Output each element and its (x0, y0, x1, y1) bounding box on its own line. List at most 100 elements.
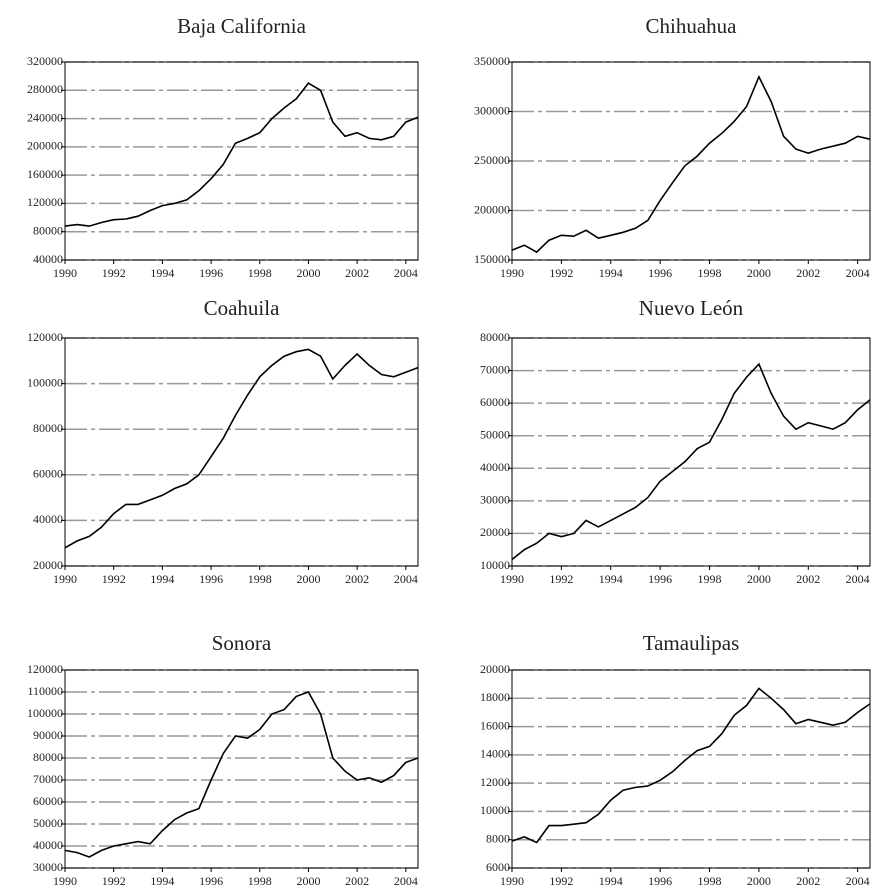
y-tick-label: 80000 (480, 330, 510, 344)
chart-title: Nuevo León (639, 296, 744, 320)
x-tick-label: 2002 (796, 874, 820, 888)
y-tick-label: 200000 (27, 139, 63, 153)
y-tick-label: 20000 (480, 662, 510, 676)
y-tick-label: 100000 (27, 706, 63, 720)
y-tick-label: 50000 (33, 816, 63, 830)
x-tick-label: 2002 (796, 572, 820, 586)
plot-frame (511, 337, 871, 567)
y-tick-label: 120000 (27, 330, 63, 344)
x-tick-label: 1990 (53, 874, 77, 888)
y-tick-label: 200000 (474, 202, 510, 216)
y-tick-label: 320000 (27, 54, 63, 68)
plot-frame (511, 61, 871, 261)
y-tick-label: 70000 (480, 362, 510, 376)
x-tick-label: 2004 (394, 874, 418, 888)
x-tick-label: 2004 (394, 572, 418, 586)
x-tick-label: 1990 (53, 572, 77, 586)
data-line (511, 74, 871, 254)
x-tick-label: 1990 (500, 266, 524, 280)
y-tick-label: 50000 (480, 427, 510, 441)
x-tick-label: 1996 (648, 572, 672, 586)
chart-title: Tamaulipas (643, 631, 740, 655)
y-tick-label: 14000 (480, 747, 510, 761)
y-tick-label: 80000 (33, 223, 63, 237)
y-tick-label: 280000 (27, 82, 63, 96)
x-tick-label: 1994 (599, 874, 623, 888)
x-tick-label: 1992 (549, 874, 573, 888)
y-tick-label: 20000 (33, 558, 63, 572)
chart-title: Sonora (212, 631, 272, 655)
plot-frame (64, 337, 419, 567)
y-tick-label: 6000 (486, 860, 510, 874)
x-tick-label: 1996 (648, 266, 672, 280)
data-line (511, 362, 871, 561)
x-tick-label: 1994 (599, 266, 623, 280)
x-tick-label: 1994 (150, 874, 174, 888)
x-tick-label: 2002 (345, 266, 369, 280)
y-tick-label: 8000 (486, 831, 510, 845)
data-line (64, 348, 419, 549)
x-tick-label: 2002 (345, 874, 369, 888)
plot-frame (64, 61, 419, 261)
y-tick-label: 150000 (474, 252, 510, 266)
x-tick-label: 2000 (747, 266, 771, 280)
x-tick-label: 2000 (747, 572, 771, 586)
x-tick-label: 1990 (53, 266, 77, 280)
x-tick-label: 1992 (102, 572, 126, 586)
x-tick-label: 1992 (549, 572, 573, 586)
chart-title: Coahuila (204, 296, 280, 320)
x-tick-label: 2000 (296, 874, 320, 888)
x-tick-label: 1994 (150, 266, 174, 280)
y-tick-label: 30000 (480, 493, 510, 507)
x-tick-label: 2004 (846, 266, 870, 280)
plot-frame (64, 669, 419, 869)
x-tick-label: 2000 (296, 266, 320, 280)
y-tick-label: 100000 (27, 375, 63, 389)
x-tick-label: 1998 (248, 874, 272, 888)
x-tick-label: 1994 (599, 572, 623, 586)
x-tick-label: 2002 (796, 266, 820, 280)
y-tick-label: 80000 (33, 421, 63, 435)
x-tick-label: 2000 (747, 874, 771, 888)
chart-title: Chihuahua (646, 14, 738, 38)
y-tick-label: 16000 (480, 718, 510, 732)
y-tick-label: 40000 (33, 252, 63, 266)
y-tick-label: 120000 (27, 195, 63, 209)
y-tick-label: 70000 (33, 772, 63, 786)
chart-title: Baja California (177, 14, 307, 38)
x-tick-label: 1996 (199, 874, 223, 888)
y-tick-label: 240000 (27, 110, 63, 124)
y-tick-label: 30000 (33, 860, 63, 874)
x-tick-label: 1996 (199, 572, 223, 586)
x-tick-label: 2004 (846, 572, 870, 586)
y-tick-label: 110000 (27, 684, 63, 698)
y-tick-label: 40000 (33, 838, 63, 852)
x-tick-label: 1992 (102, 266, 126, 280)
x-tick-label: 2004 (846, 874, 870, 888)
x-tick-label: 1994 (150, 572, 174, 586)
x-tick-label: 1998 (698, 572, 722, 586)
data-line (511, 687, 871, 844)
y-tick-label: 90000 (33, 728, 63, 742)
plot-frame (511, 669, 871, 869)
y-tick-label: 60000 (480, 395, 510, 409)
y-tick-label: 40000 (33, 512, 63, 526)
x-tick-label: 2000 (296, 572, 320, 586)
x-tick-label: 1990 (500, 874, 524, 888)
y-tick-label: 10000 (480, 803, 510, 817)
x-tick-label: 1996 (648, 874, 672, 888)
y-tick-label: 160000 (27, 167, 63, 181)
y-tick-label: 250000 (474, 153, 510, 167)
data-line (64, 691, 419, 858)
y-tick-label: 120000 (27, 662, 63, 676)
x-tick-label: 1998 (698, 874, 722, 888)
y-tick-label: 20000 (480, 525, 510, 539)
data-line (64, 82, 419, 227)
x-tick-label: 2004 (394, 266, 418, 280)
x-tick-label: 1998 (248, 572, 272, 586)
x-tick-label: 2002 (345, 572, 369, 586)
y-tick-label: 10000 (480, 558, 510, 572)
x-tick-label: 1998 (698, 266, 722, 280)
y-tick-label: 18000 (480, 690, 510, 704)
